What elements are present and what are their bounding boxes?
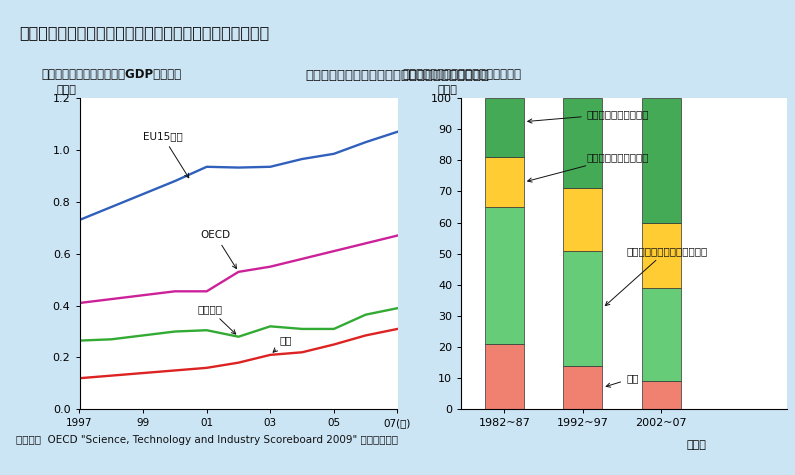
Text: （％）: （％） bbox=[56, 85, 76, 95]
Bar bbox=[485, 157, 524, 207]
Text: 単著: 単著 bbox=[606, 373, 638, 387]
Bar bbox=[563, 251, 603, 366]
Bar bbox=[485, 207, 524, 344]
Bar bbox=[563, 366, 603, 409]
Bar bbox=[485, 98, 524, 157]
Text: （年）: （年） bbox=[687, 440, 707, 450]
Bar bbox=[563, 98, 603, 188]
Text: EU15か国: EU15か国 bbox=[143, 132, 188, 178]
Text: （１）技術貿易フローの対GDP比の推移: （１）技術貿易フローの対GDP比の推移 bbox=[41, 68, 181, 81]
Text: （２）国際的な科学論文の共著の割合: （２）国際的な科学論文の共著の割合 bbox=[402, 68, 522, 81]
Text: アメリカ: アメリカ bbox=[197, 304, 235, 334]
Text: 日本: 日本 bbox=[273, 335, 293, 352]
Bar bbox=[642, 223, 681, 288]
Text: 第２－１－３図　知識の生産・活用におけるグローバル化: 第２－１－３図 知識の生産・活用におけるグローバル化 bbox=[20, 26, 270, 40]
Bar bbox=[642, 98, 681, 223]
Text: 知識を生産・活用する場面でのグローバル化が進展: 知識を生産・活用する場面でのグローバル化が進展 bbox=[305, 69, 490, 82]
Bar bbox=[563, 188, 603, 251]
Bar bbox=[642, 381, 681, 409]
Text: 他国の研究者との共著: 他国の研究者との共著 bbox=[528, 109, 650, 123]
Bar bbox=[642, 288, 681, 381]
Text: （％）: （％） bbox=[438, 85, 458, 95]
Text: （備考）  OECD "Science, Technology and Industry Scoreboard 2009" により作成。: （備考） OECD "Science, Technology and Indus… bbox=[16, 435, 397, 445]
Bar bbox=[485, 344, 524, 409]
Text: OECD: OECD bbox=[200, 230, 236, 268]
Text: 自国の研究者との共著: 自国の研究者との共著 bbox=[528, 152, 650, 182]
Text: 同一機関に所属する者の共著: 同一機関に所属する者の共著 bbox=[605, 246, 708, 305]
